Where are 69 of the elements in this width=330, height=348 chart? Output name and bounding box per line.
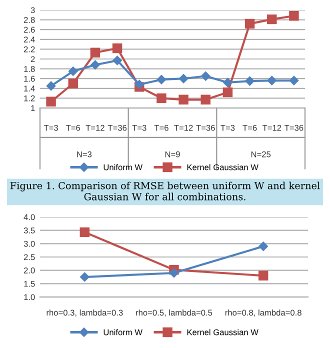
y-tick-label: 1.6: [24, 76, 35, 82]
text: N=25: [251, 151, 271, 158]
y-tick-label: 2.8: [24, 17, 35, 23]
x-tick-label: rho=0.3, lambda=0.3: [46, 310, 123, 317]
point: [112, 56, 122, 66]
y-tick-label: 1.0: [24, 294, 35, 300]
point: [80, 272, 90, 282]
text: N=9: [165, 151, 180, 158]
y-tick-label: 1.4: [24, 86, 35, 92]
point: [200, 94, 210, 105]
point: [112, 43, 122, 54]
y-tick-label: 1.5: [24, 280, 35, 287]
y-tick-label: 4.0: [24, 214, 35, 220]
point: [289, 11, 299, 21]
point: [222, 87, 233, 98]
point: [46, 81, 56, 91]
point: [169, 268, 179, 278]
y-tick-label: 3.5: [24, 228, 35, 234]
legend-label: Kernel Gaussian W: [187, 164, 258, 170]
point: [156, 93, 166, 104]
y-tick-label: 2.5: [24, 254, 35, 260]
x-tick-label: T=6: [66, 124, 80, 131]
x-tick-label: rho=0.5, lambda=0.5: [136, 310, 212, 317]
y-tick-label: 3.0: [24, 240, 35, 247]
y-tick-label: 2.2: [24, 46, 35, 52]
point: [223, 78, 232, 88]
y-tick-label: 2.0: [24, 268, 35, 274]
point: [46, 96, 56, 106]
legend-label: Uniform W: [104, 329, 143, 336]
text: Figure 1. Comparison of RMSE between uniform W and kernel Gaussian W for all combinations.: [10, 182, 320, 200]
x-tick-label: T=36: [284, 124, 304, 131]
point: [68, 66, 78, 76]
y-tick-label: 2.4: [24, 36, 35, 42]
legend-label: Kernel Gaussian W: [187, 329, 258, 336]
point: [267, 76, 276, 86]
y-tick-label: 1: [31, 105, 35, 112]
point: [178, 94, 188, 105]
x-tick-label: T=3: [220, 124, 235, 131]
text: N=3: [77, 151, 92, 158]
point: [245, 76, 254, 86]
y-tick-label: 2.6: [24, 26, 35, 33]
point: [90, 60, 100, 70]
point: [244, 18, 255, 29]
x-tick-label: T=36: [196, 124, 215, 131]
x-tick-label: T=3: [44, 124, 58, 131]
x-tick-label: T=12: [174, 124, 193, 131]
point: [134, 80, 144, 90]
legend-label: Uniform W: [104, 164, 143, 170]
point: [90, 48, 100, 58]
x-tick-label: T=3: [132, 124, 146, 131]
x-tick-label: T=12: [262, 124, 282, 131]
x-tick-label: rho=0.8, lambda=0.8: [225, 310, 302, 317]
x-tick-label: T=36: [108, 124, 127, 131]
y-tick-label: 2: [30, 56, 35, 62]
point: [258, 270, 268, 281]
point: [289, 76, 299, 86]
point: [201, 72, 210, 81]
y-tick-label: 1.8: [24, 66, 35, 72]
point: [68, 78, 78, 88]
point: [267, 14, 277, 24]
x-tick-label: T=6: [154, 124, 168, 131]
x-tick-label: T=12: [86, 124, 104, 131]
point: [178, 74, 188, 84]
point: [80, 227, 90, 238]
y-tick-label: 3: [30, 7, 35, 14]
point: [156, 74, 166, 84]
x-tick-label: T=6: [242, 124, 257, 131]
y-tick-label: 1.2: [24, 95, 35, 102]
point: [258, 242, 268, 251]
